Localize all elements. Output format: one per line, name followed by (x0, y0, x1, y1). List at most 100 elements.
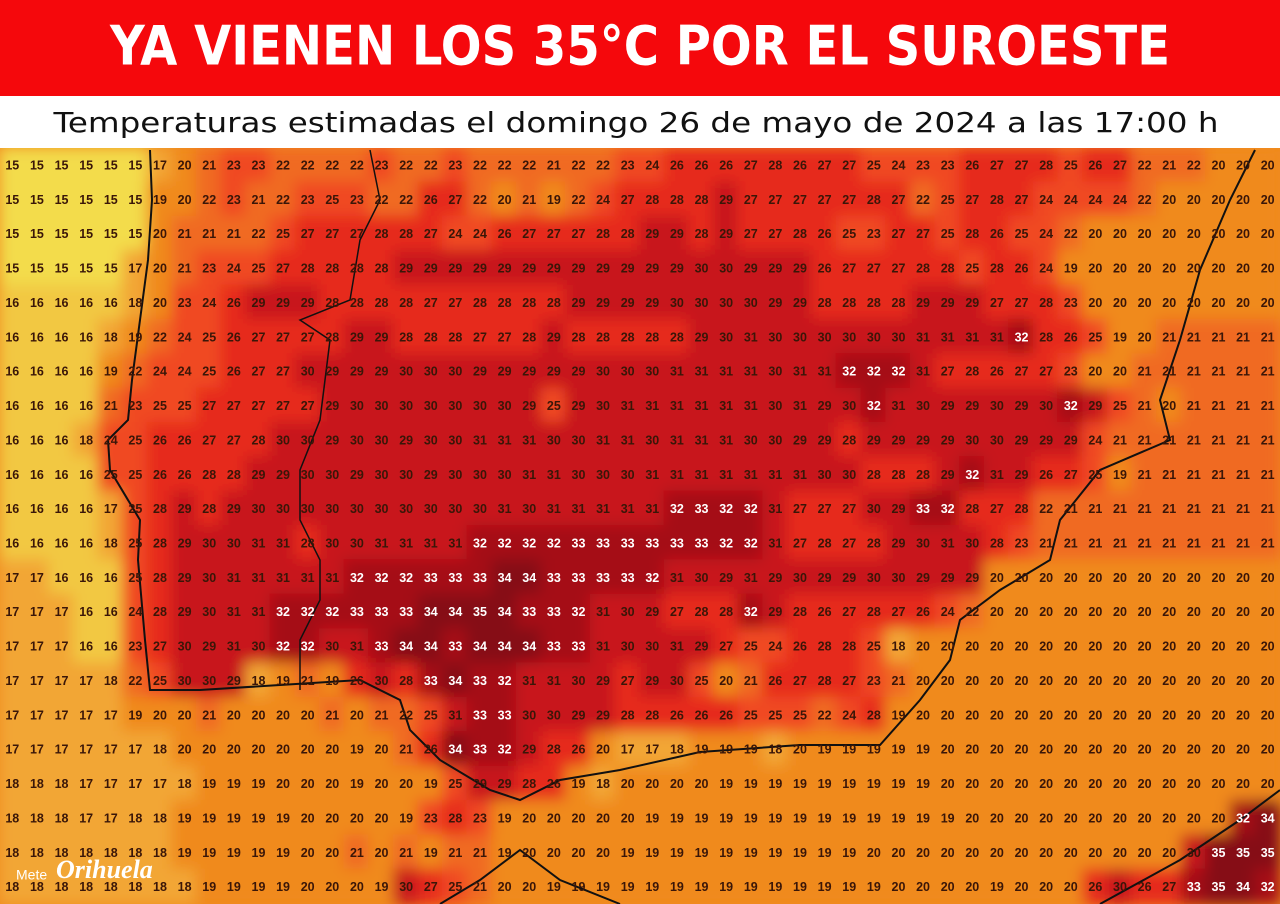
temperature-label: 30 (867, 571, 881, 585)
temperature-label: 21 (104, 399, 118, 413)
temperature-cell (466, 318, 494, 356)
temperature-label: 35 (1212, 846, 1226, 860)
temperature-label: 21 (1187, 399, 1201, 413)
temperature-label: 27 (990, 502, 1004, 516)
temperature-label: 21 (1187, 536, 1201, 550)
temperature-label: 31 (448, 536, 462, 550)
temperature-cell (146, 353, 174, 390)
temperature-label: 24 (768, 640, 782, 654)
temperature-cell (245, 353, 272, 390)
temperature-cell (269, 662, 297, 699)
temperature-label: 17 (79, 811, 93, 825)
temperature-label: 23 (202, 262, 216, 276)
temperature-cell (589, 318, 617, 356)
temperature-label: 29 (768, 605, 782, 619)
temperature-label: 25 (276, 227, 290, 241)
temperature-cell (1057, 593, 1085, 631)
temperature-label: 29 (325, 399, 339, 413)
temperature-cell (1131, 525, 1158, 562)
temperature-cell (614, 387, 641, 424)
temperature-label: 20 (1236, 227, 1250, 241)
temperature-label: 21 (1236, 399, 1250, 413)
temperature-cell (294, 148, 321, 184)
temperature-label: 32 (744, 536, 758, 550)
temperature-cell (983, 250, 1011, 287)
temperature-cell (343, 456, 371, 493)
temperature-label: 20 (325, 846, 339, 860)
temperature-label: 32 (276, 605, 290, 619)
temperature-label: 28 (965, 365, 979, 379)
temperature-label: 26 (1015, 262, 1029, 276)
temperature-label: 21 (399, 743, 413, 757)
temperature-label: 21 (1113, 502, 1127, 516)
temperature-label: 20 (1162, 811, 1176, 825)
temperature-cell (269, 387, 297, 424)
temperature-label: 15 (128, 193, 142, 207)
temperature-label: 28 (1039, 296, 1053, 310)
temperature-cell (1205, 490, 1232, 527)
temperature-cell (1180, 628, 1208, 665)
temperature-cell (885, 250, 912, 287)
temperature-cell (860, 628, 888, 665)
temperature-label: 20 (1088, 777, 1102, 791)
temperature-cell (146, 421, 174, 459)
temperature-label: 29 (965, 296, 979, 310)
temperature-cell (639, 593, 666, 631)
temperature-label: 31 (719, 365, 733, 379)
temperature-cell (442, 559, 469, 596)
temperature-label: 22 (473, 193, 487, 207)
temperature-cell (319, 628, 346, 665)
temperature-cell (171, 696, 198, 734)
temperature-label: 30 (399, 502, 413, 516)
temperature-cell (97, 284, 125, 321)
temperature-cell (220, 731, 248, 768)
temperature-cell (959, 353, 986, 390)
temperature-label: 29 (1015, 468, 1029, 482)
temperature-label: 29 (818, 399, 832, 413)
temperature-label: 27 (1113, 158, 1127, 172)
temperature-label: 21 (1261, 365, 1275, 379)
temperature-cell (319, 525, 346, 562)
temperature-cell (466, 525, 494, 562)
temperature-label: 20 (1113, 708, 1127, 722)
temperature-cell (762, 421, 789, 459)
temperature-label: 30 (424, 365, 438, 379)
temperature-cell (1229, 421, 1257, 459)
temperature-cell (442, 456, 469, 493)
temperature-label: 33 (424, 571, 438, 585)
temperature-label: 17 (79, 743, 93, 757)
temperature-label: 32 (498, 743, 512, 757)
temperature-cell (885, 593, 912, 631)
temperature-cell (220, 353, 248, 390)
temperature-label: 33 (375, 605, 389, 619)
temperature-cell (737, 353, 765, 390)
temperature-cell (786, 318, 814, 356)
temperature-cell (23, 215, 51, 253)
temperature-cell (442, 181, 469, 218)
temperature-label: 25 (252, 262, 266, 276)
temperature-cell (220, 284, 248, 321)
temperature-cell (72, 284, 100, 321)
temperature-label: 20 (1236, 743, 1250, 757)
temperature-cell (909, 456, 937, 493)
temperature-label: 31 (375, 536, 389, 550)
temperature-label: 27 (252, 330, 266, 344)
temperature-label: 19 (227, 811, 241, 825)
temperature-cell (786, 456, 814, 493)
temperature-cell (1180, 456, 1208, 493)
temperature-label: 30 (399, 399, 413, 413)
temperature-label: 24 (1088, 433, 1102, 447)
temperature-cell (614, 250, 641, 287)
temperature-cell (466, 421, 494, 459)
temperature-cell (442, 421, 469, 459)
temperature-label: 21 (178, 262, 192, 276)
temperature-cell (1057, 181, 1085, 218)
temperature-cell (909, 421, 937, 459)
temperature-label: 19 (867, 880, 881, 894)
temperature-label: 20 (375, 846, 389, 860)
temperature-cell (319, 490, 346, 527)
temperature-label: 29 (572, 296, 586, 310)
temperature-label: 19 (670, 846, 684, 860)
temperature-label: 23 (1015, 536, 1029, 550)
temperature-label: 20 (965, 846, 979, 860)
